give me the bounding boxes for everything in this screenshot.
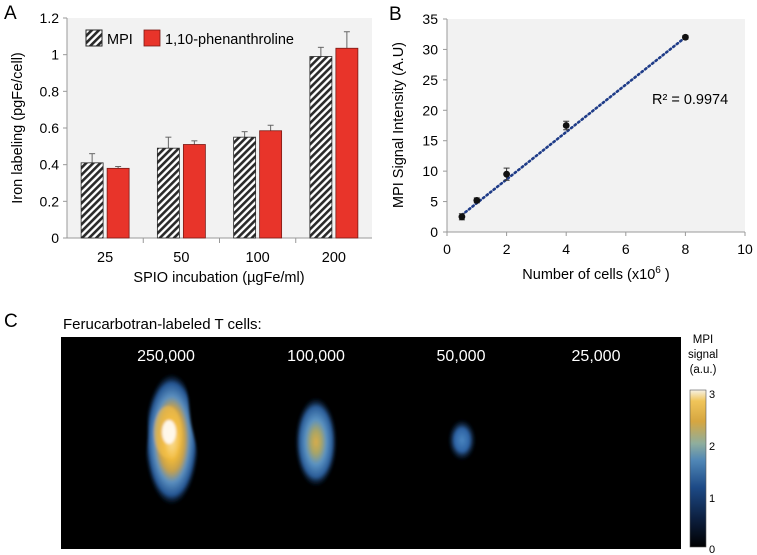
- bar-mpi-100: [233, 136, 257, 239]
- y-axis-title-a: Iron labeling (pgFe/cell): [10, 52, 26, 204]
- colorbar-title-line-3: (a.u.): [690, 364, 717, 376]
- y-tick-label-a: 0.8: [40, 83, 60, 99]
- data-point: [682, 33, 689, 41]
- bar-mpi-200: [309, 56, 333, 239]
- x-tick-label-a: 25: [97, 250, 113, 266]
- y-tick-label-b: 5: [430, 194, 438, 210]
- scatter-chart-b: 0 5 10 15 20 25 30 35 0 2 4 6 8 10 R² = 0.9974 Number…: [391, 11, 753, 283]
- plot-area-b: [447, 19, 745, 232]
- bar-chart-a: 0 0.2 0.4 0.6 0.8 1 1.2 25 50 100 200 MPI 1,10-ph…: [10, 10, 372, 286]
- data-point: [458, 213, 466, 221]
- x-tick-label-b: 8: [682, 241, 690, 257]
- point-marker: [458, 213, 466, 221]
- legend-label-phen: 1,10-phenanthroline: [165, 32, 294, 48]
- point-marker: [473, 196, 481, 204]
- cell-count-label: 250,000: [137, 348, 195, 365]
- panel-b-letter: B: [389, 4, 402, 25]
- y-tick-label-b: 15: [422, 133, 438, 149]
- y-tick-label-a: 0.2: [40, 193, 60, 209]
- mpi-image: 250,000 100,000 50,000 25,000: [61, 337, 681, 549]
- data-point: [503, 167, 510, 181]
- colorbar-tick-2: 2: [709, 441, 715, 453]
- colorbar-tick-3: 3: [709, 389, 715, 401]
- signal-blob-100000: [295, 397, 337, 487]
- bar-phen-100: [259, 130, 283, 239]
- colorbar-tick-1: 1: [709, 493, 715, 505]
- panel-c-letter: C: [4, 311, 18, 332]
- y-tick-label-b: 35: [422, 11, 438, 27]
- y-tick-label-b: 25: [422, 72, 438, 88]
- x-axis-title-a: SPIO incubation (µgFe/ml): [133, 270, 304, 286]
- bar-phen-25: [106, 167, 130, 239]
- data-point: [562, 120, 570, 131]
- colorbar-tick-0: 0: [709, 544, 715, 555]
- x-tick-label-b: 0: [443, 241, 451, 257]
- x-tick-label-a: 200: [322, 250, 346, 266]
- x-tick-label-a: 100: [246, 250, 270, 266]
- y-tick-label-a: 1.2: [40, 10, 60, 26]
- r-squared-label: R² = 0.9974: [652, 92, 728, 108]
- x-tick-label-b: 6: [622, 241, 630, 257]
- y-tick-label-b: 30: [422, 41, 438, 57]
- legend-label-mpi: MPI: [107, 32, 133, 48]
- signal-blob-250000: [144, 373, 199, 506]
- panel-c-title: Ferucarbotran-labeled T cells:: [63, 316, 262, 333]
- point-marker: [682, 33, 689, 41]
- signal-blob-50000: [448, 419, 476, 461]
- panel-a-letter: A: [4, 3, 17, 24]
- cell-count-label: 100,000: [287, 348, 345, 365]
- colorbar: MPI signal (a.u.) 3 2 1 0: [688, 334, 718, 555]
- y-tick-label-b: 10: [422, 163, 438, 179]
- legend-swatch-mpi: [85, 29, 103, 47]
- point-marker: [562, 122, 570, 129]
- y-tick-label-b: 20: [422, 102, 438, 118]
- x-tick-label-b: 4: [562, 241, 570, 257]
- x-axis-title-b: Number of cells (x106 ): [522, 265, 669, 283]
- trendline: [460, 35, 687, 217]
- colorbar-title-line-1: MPI: [693, 334, 713, 346]
- colorbar-title-line-2: signal: [688, 349, 718, 361]
- data-point: [473, 196, 481, 204]
- cell-count-label: 50,000: [437, 348, 486, 365]
- y-tick-label-a: 0.4: [40, 157, 60, 173]
- bar-phen-50: [182, 144, 206, 239]
- point-marker: [503, 170, 510, 178]
- bar-phen-200: [335, 47, 359, 239]
- y-axis-title-b: MPI Signal Intensity (A.U): [391, 42, 407, 208]
- x-tick-label-b: 10: [737, 241, 753, 257]
- bar-mpi-50: [156, 147, 180, 239]
- x-tick-label-b: 2: [503, 241, 511, 257]
- colorbar-gradient: [689, 389, 707, 548]
- y-tick-label-a: 0.6: [40, 120, 60, 136]
- x-tick-label-a: 50: [173, 250, 189, 266]
- y-tick-label-b: 0: [430, 224, 438, 240]
- cell-count-label: 25,000: [572, 348, 621, 365]
- y-tick-label-a: 0: [51, 230, 59, 246]
- legend-swatch-phen: [143, 29, 161, 47]
- y-tick-label-a: 1: [51, 47, 59, 63]
- bar-mpi-25: [80, 162, 104, 239]
